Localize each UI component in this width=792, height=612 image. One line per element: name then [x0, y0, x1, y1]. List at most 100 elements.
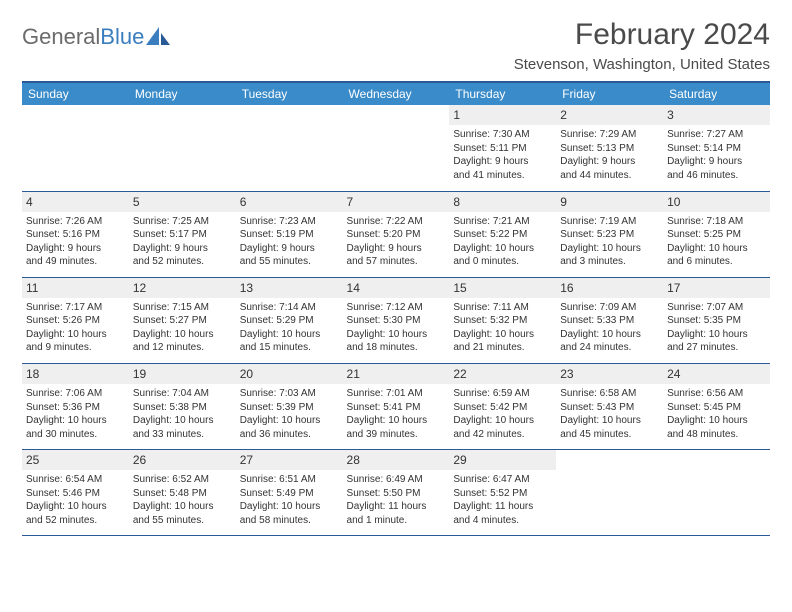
daylight1-text: Daylight: 10 hours	[453, 414, 552, 428]
sunset-text: Sunset: 5:29 PM	[240, 314, 339, 328]
daylight2-text: and 1 minute.	[347, 514, 446, 528]
day-number: 29	[449, 450, 556, 470]
day-cell: 25Sunrise: 6:54 AMSunset: 5:46 PMDayligh…	[22, 450, 129, 536]
day-cell: 15Sunrise: 7:11 AMSunset: 5:32 PMDayligh…	[449, 277, 556, 363]
sunset-text: Sunset: 5:35 PM	[667, 314, 766, 328]
daylight1-text: Daylight: 10 hours	[133, 328, 232, 342]
sunrise-text: Sunrise: 6:58 AM	[560, 387, 659, 401]
sunset-text: Sunset: 5:41 PM	[347, 401, 446, 415]
sunset-text: Sunset: 5:43 PM	[560, 401, 659, 415]
sunrise-text: Sunrise: 7:27 AM	[667, 128, 766, 142]
sunset-text: Sunset: 5:16 PM	[26, 228, 125, 242]
location-text: Stevenson, Washington, United States	[514, 56, 770, 73]
day-number: 2	[556, 105, 663, 125]
day-number: 13	[236, 278, 343, 298]
sunset-text: Sunset: 5:22 PM	[453, 228, 552, 242]
daylight1-text: Daylight: 10 hours	[560, 328, 659, 342]
day-cell: 6Sunrise: 7:23 AMSunset: 5:19 PMDaylight…	[236, 191, 343, 277]
sunrise-text: Sunrise: 7:18 AM	[667, 215, 766, 229]
day-number: 6	[236, 192, 343, 212]
sunrise-text: Sunrise: 7:06 AM	[26, 387, 125, 401]
daylight2-text: and 0 minutes.	[453, 255, 552, 269]
day-header: Tuesday	[236, 82, 343, 105]
day-number: 12	[129, 278, 236, 298]
daylight1-text: Daylight: 9 hours	[133, 242, 232, 256]
day-header: Thursday	[449, 82, 556, 105]
daylight1-text: Daylight: 10 hours	[667, 328, 766, 342]
daylight1-text: Daylight: 10 hours	[347, 328, 446, 342]
day-cell: 28Sunrise: 6:49 AMSunset: 5:50 PMDayligh…	[343, 450, 450, 536]
day-number: 7	[343, 192, 450, 212]
week-row: 18Sunrise: 7:06 AMSunset: 5:36 PMDayligh…	[22, 363, 770, 449]
sunrise-text: Sunrise: 7:30 AM	[453, 128, 552, 142]
day-header: Monday	[129, 82, 236, 105]
sunset-text: Sunset: 5:45 PM	[667, 401, 766, 415]
daylight2-text: and 48 minutes.	[667, 428, 766, 442]
daylight2-text: and 6 minutes.	[667, 255, 766, 269]
sunset-text: Sunset: 5:13 PM	[560, 142, 659, 156]
logo-text-blue: Blue	[100, 24, 144, 50]
day-number: 5	[129, 192, 236, 212]
day-number: 10	[663, 192, 770, 212]
daylight1-text: Daylight: 10 hours	[133, 500, 232, 514]
day-header: Friday	[556, 82, 663, 105]
daylight2-text: and 45 minutes.	[560, 428, 659, 442]
daylight1-text: Daylight: 10 hours	[26, 500, 125, 514]
sunrise-text: Sunrise: 7:23 AM	[240, 215, 339, 229]
week-row: 1Sunrise: 7:30 AMSunset: 5:11 PMDaylight…	[22, 105, 770, 191]
day-cell: 18Sunrise: 7:06 AMSunset: 5:36 PMDayligh…	[22, 363, 129, 449]
day-cell: 1Sunrise: 7:30 AMSunset: 5:11 PMDaylight…	[449, 105, 556, 191]
day-number: 23	[556, 364, 663, 384]
daylight1-text: Daylight: 9 hours	[26, 242, 125, 256]
daylight1-text: Daylight: 11 hours	[453, 500, 552, 514]
sunrise-text: Sunrise: 7:15 AM	[133, 301, 232, 315]
day-cell: 2Sunrise: 7:29 AMSunset: 5:13 PMDaylight…	[556, 105, 663, 191]
day-number: 22	[449, 364, 556, 384]
daylight2-text: and 58 minutes.	[240, 514, 339, 528]
daylight1-text: Daylight: 9 hours	[453, 155, 552, 169]
day-number: 18	[22, 364, 129, 384]
week-row: 4Sunrise: 7:26 AMSunset: 5:16 PMDaylight…	[22, 191, 770, 277]
day-number: 14	[343, 278, 450, 298]
sunset-text: Sunset: 5:48 PM	[133, 487, 232, 501]
week-row: 25Sunrise: 6:54 AMSunset: 5:46 PMDayligh…	[22, 450, 770, 536]
header: GeneralBlue February 2024 Stevenson, Was…	[22, 18, 770, 73]
sunset-text: Sunset: 5:42 PM	[453, 401, 552, 415]
day-cell: 17Sunrise: 7:07 AMSunset: 5:35 PMDayligh…	[663, 277, 770, 363]
day-cell: 14Sunrise: 7:12 AMSunset: 5:30 PMDayligh…	[343, 277, 450, 363]
sunrise-text: Sunrise: 6:59 AM	[453, 387, 552, 401]
day-cell: 10Sunrise: 7:18 AMSunset: 5:25 PMDayligh…	[663, 191, 770, 277]
sunset-text: Sunset: 5:50 PM	[347, 487, 446, 501]
day-cell: 29 Sunrise: 6:47 AMSunset: 5:52 PMDayligh…	[449, 450, 556, 536]
day-cell: 19Sunrise: 7:04 AMSunset: 5:38 PMDayligh…	[129, 363, 236, 449]
daylight2-text: and 55 minutes.	[240, 255, 339, 269]
day-cell: 4Sunrise: 7:26 AMSunset: 5:16 PMDaylight…	[22, 191, 129, 277]
daylight1-text: Daylight: 9 hours	[240, 242, 339, 256]
daylight2-text: and 49 minutes.	[26, 255, 125, 269]
day-cell: 5Sunrise: 7:25 AMSunset: 5:17 PMDaylight…	[129, 191, 236, 277]
sunset-text: Sunset: 5:52 PM	[453, 487, 552, 501]
day-number: 4	[22, 192, 129, 212]
day-header: Saturday	[663, 82, 770, 105]
sunset-text: Sunset: 5:39 PM	[240, 401, 339, 415]
day-cell	[129, 105, 236, 191]
daylight2-text: and 39 minutes.	[347, 428, 446, 442]
day-header-row: Sunday Monday Tuesday Wednesday Thursday…	[22, 82, 770, 105]
day-cell	[343, 105, 450, 191]
daylight2-text: and 44 minutes.	[560, 169, 659, 183]
day-number: 16	[556, 278, 663, 298]
daylight1-text: Daylight: 10 hours	[667, 414, 766, 428]
sunrise-text: Sunrise: 7:29 AM	[560, 128, 659, 142]
day-number: 27	[236, 450, 343, 470]
sunset-text: Sunset: 5:14 PM	[667, 142, 766, 156]
day-cell: 7Sunrise: 7:22 AMSunset: 5:20 PMDaylight…	[343, 191, 450, 277]
sunrise-text: Sunrise: 6:47 AM	[453, 473, 552, 487]
daylight2-text: and 21 minutes.	[453, 341, 552, 355]
day-cell	[556, 450, 663, 536]
sunrise-text: Sunrise: 6:49 AM	[347, 473, 446, 487]
day-number: 15	[449, 278, 556, 298]
sunrise-text: Sunrise: 7:09 AM	[560, 301, 659, 315]
day-cell: 12Sunrise: 7:15 AMSunset: 5:27 PMDayligh…	[129, 277, 236, 363]
daylight2-text: and 57 minutes.	[347, 255, 446, 269]
sunset-text: Sunset: 5:49 PM	[240, 487, 339, 501]
